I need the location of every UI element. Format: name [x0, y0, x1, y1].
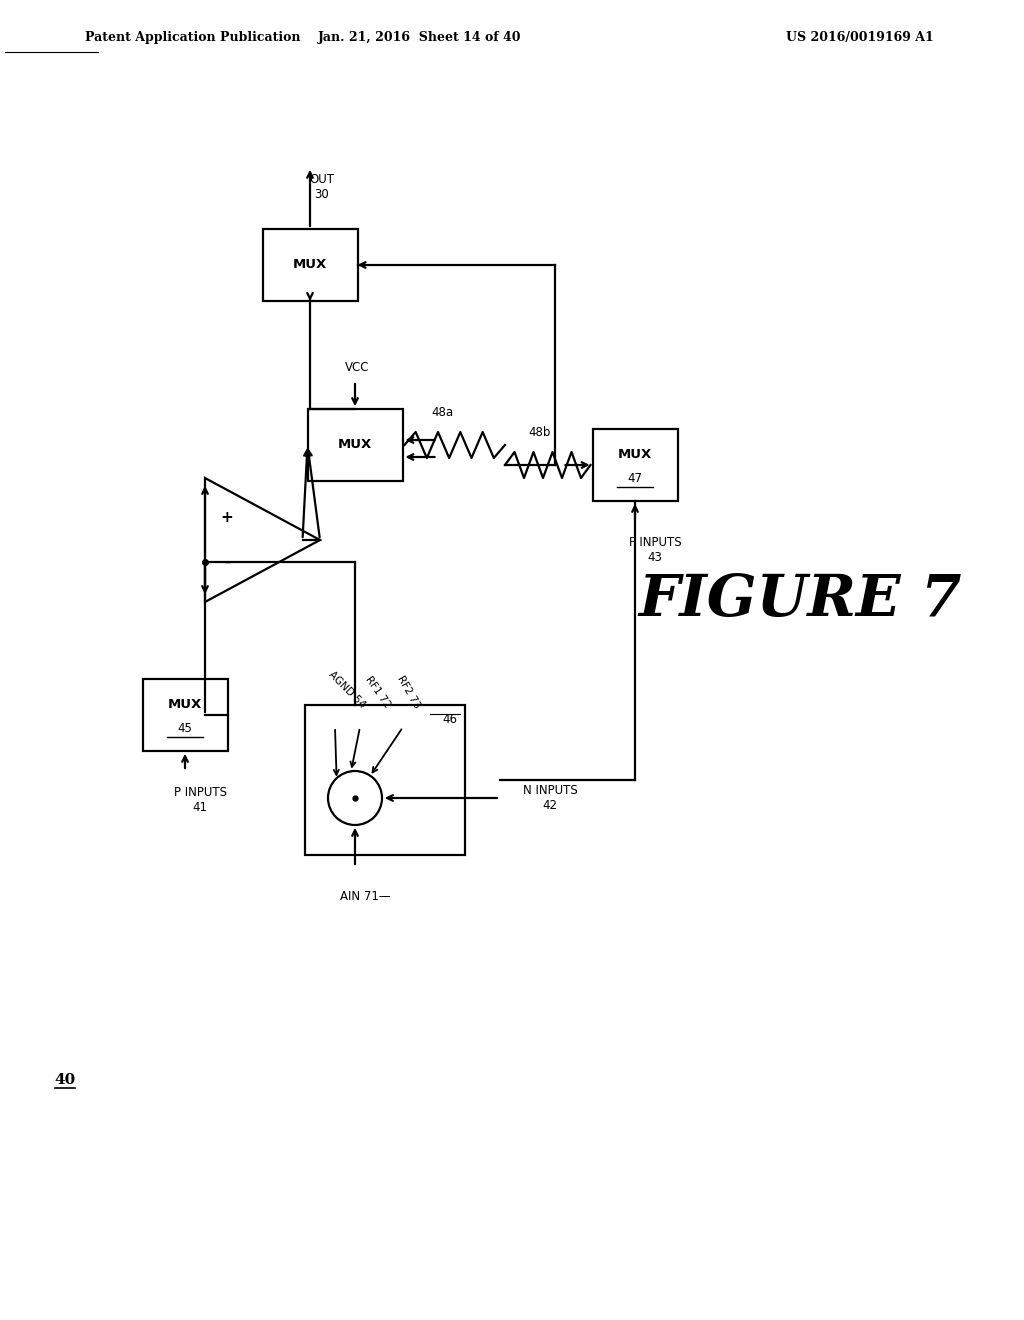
Text: RF1 72: RF1 72	[362, 675, 392, 710]
Text: 47: 47	[628, 473, 642, 486]
Bar	[305, 705, 465, 855]
Text: MUX: MUX	[168, 698, 202, 711]
Text: RF2 73: RF2 73	[395, 673, 422, 710]
Text: FIGURE 7: FIGURE 7	[638, 572, 962, 628]
Text: +: +	[220, 511, 233, 525]
Text: AIN 71—: AIN 71—	[340, 891, 390, 903]
Text: AGND 54: AGND 54	[327, 669, 368, 710]
Bar	[307, 409, 402, 480]
Text: P INPUTS
41: P INPUTS 41	[173, 785, 226, 814]
Text: VCC: VCC	[345, 360, 370, 374]
Text: OUT
30: OUT 30	[309, 173, 335, 201]
Text: MUX: MUX	[617, 449, 652, 462]
Bar	[593, 429, 678, 502]
Bar	[262, 228, 357, 301]
Text: 45: 45	[177, 722, 193, 735]
Text: 46: 46	[442, 713, 457, 726]
Text: Patent Application Publication: Patent Application Publication	[85, 30, 300, 44]
Text: 48b: 48b	[528, 426, 551, 440]
Text: 48a: 48a	[431, 407, 453, 420]
Text: 40: 40	[54, 1073, 76, 1086]
Text: Jan. 21, 2016  Sheet 14 of 40: Jan. 21, 2016 Sheet 14 of 40	[318, 30, 522, 44]
Text: MUX: MUX	[293, 259, 327, 272]
Text: US 2016/0019169 A1: US 2016/0019169 A1	[786, 30, 934, 44]
Text: MUX: MUX	[338, 438, 372, 451]
Bar	[142, 678, 227, 751]
Text: N INPUTS
42: N INPUTS 42	[522, 784, 578, 812]
Text: –: –	[223, 554, 230, 569]
Text: F INPUTS
43: F INPUTS 43	[629, 536, 681, 564]
